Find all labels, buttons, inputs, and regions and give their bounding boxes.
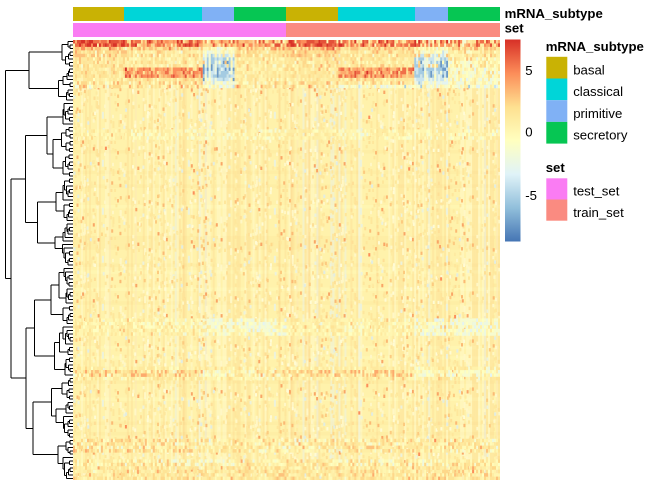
svg-text:secretory: secretory [573,128,628,143]
svg-text:classical: classical [573,84,623,99]
svg-text:test_set: test_set [573,184,620,199]
svg-text:mRNA_subtype: mRNA_subtype [505,6,603,21]
svg-text:0: 0 [525,125,532,140]
svg-text:train_set: train_set [573,205,624,220]
svg-text:set: set [505,20,525,35]
svg-text:primitive: primitive [573,106,622,121]
svg-text:set: set [546,160,566,175]
svg-text:basal: basal [573,62,605,77]
svg-text:5: 5 [525,63,532,78]
svg-text:-5: -5 [525,188,537,203]
svg-text:mRNA_subtype: mRNA_subtype [546,39,644,54]
